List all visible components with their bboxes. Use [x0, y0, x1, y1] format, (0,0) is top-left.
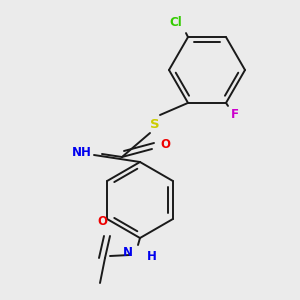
Text: F: F	[231, 108, 239, 121]
Text: S: S	[150, 118, 160, 131]
Text: H: H	[147, 250, 157, 262]
Text: Cl: Cl	[169, 16, 182, 29]
Text: O: O	[97, 215, 107, 228]
Text: O: O	[160, 139, 170, 152]
Text: NH: NH	[72, 146, 92, 158]
Text: N: N	[123, 247, 133, 260]
